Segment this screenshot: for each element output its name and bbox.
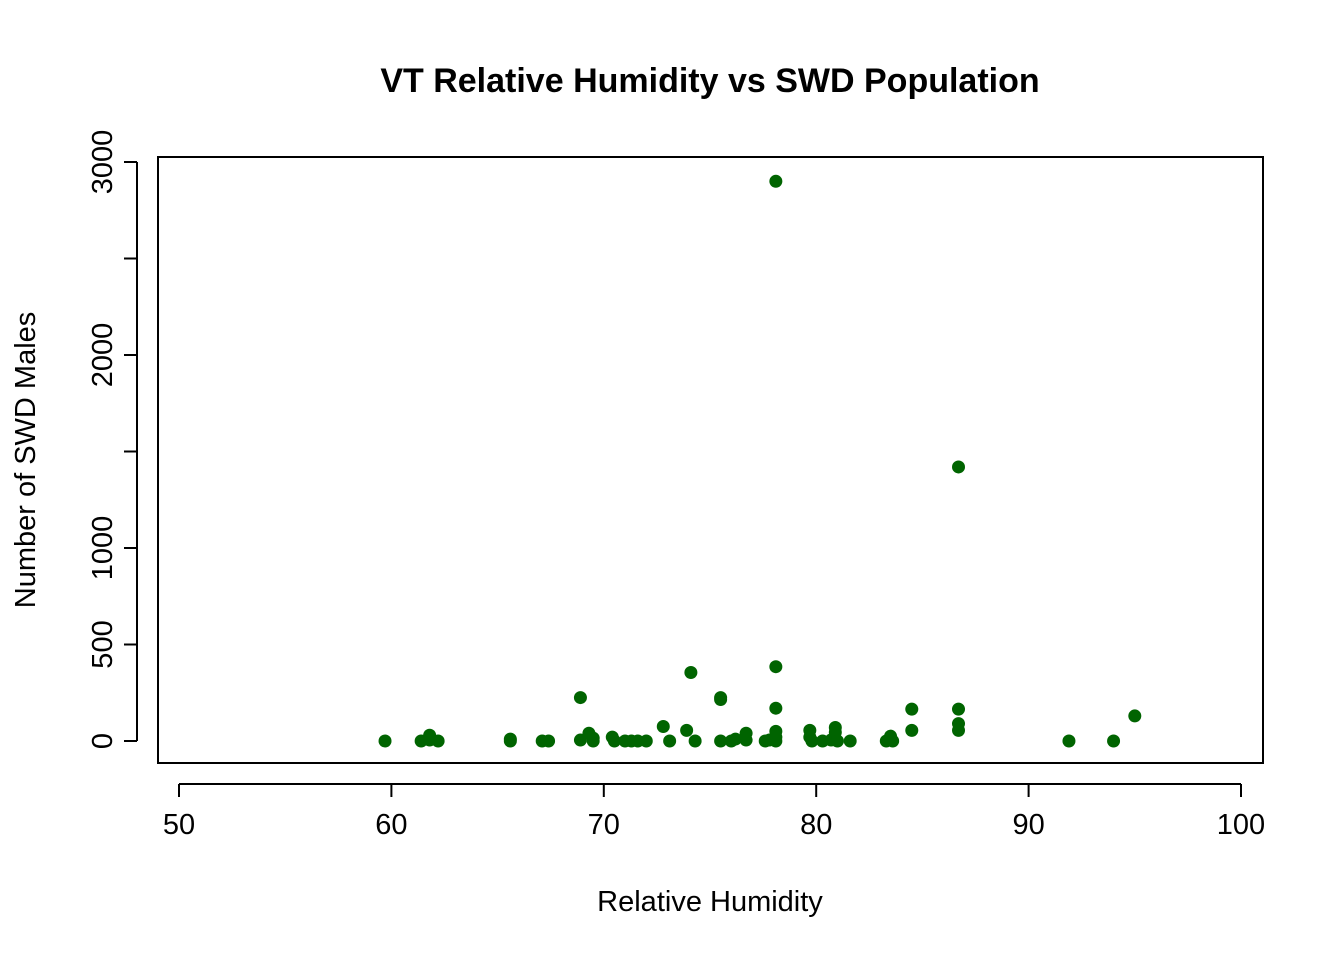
y-tick-label: 500 [87, 620, 119, 668]
data-point [714, 691, 728, 705]
data-point [1107, 734, 1121, 748]
data-point [656, 720, 670, 734]
plot-frame [157, 156, 1264, 764]
data-point [607, 734, 621, 748]
y-axis-label: Number of SWD Males [10, 312, 42, 609]
data-point [769, 734, 783, 748]
data-point [739, 733, 753, 747]
data-point [663, 734, 677, 748]
data-point [1062, 734, 1076, 748]
y-tick-label: 0 [87, 733, 119, 749]
data-point [905, 702, 919, 716]
data-point [952, 723, 966, 737]
y-axis: 0 500 1000 2000 3000 [87, 130, 138, 749]
x-axis-label: Relative Humidity [597, 886, 823, 918]
y-tick-label: 1000 [87, 516, 119, 581]
x-tick-label: 90 [1012, 809, 1044, 841]
data-point [769, 660, 783, 674]
chart-title: VT Relative Humidity vs SWD Population [380, 62, 1039, 100]
x-tick-label: 50 [163, 809, 195, 841]
data-point [1128, 709, 1142, 723]
data-point [542, 734, 556, 748]
data-point [684, 665, 698, 679]
data-point [680, 723, 694, 737]
x-tick-label: 70 [588, 809, 620, 841]
x-tick-label: 100 [1217, 809, 1265, 841]
x-tick-label: 80 [800, 809, 832, 841]
x-axis: 50 60 70 80 90 100 [163, 783, 1265, 841]
data-point [688, 734, 702, 748]
data-point [886, 734, 900, 748]
data-point [769, 174, 783, 188]
data-point [952, 460, 966, 474]
data-point [639, 734, 653, 748]
data-point [431, 734, 445, 748]
data-point [573, 691, 587, 705]
data-point [805, 734, 819, 748]
data-point [843, 734, 857, 748]
y-tick-label: 2000 [87, 323, 119, 388]
data-point [503, 734, 517, 748]
data-point [586, 731, 600, 745]
x-tick-label: 60 [375, 809, 407, 841]
data-point [830, 734, 844, 748]
data-points [378, 174, 1142, 748]
data-point [905, 723, 919, 737]
y-tick-label: 3000 [87, 130, 119, 195]
data-point [714, 734, 728, 748]
data-point [952, 702, 966, 716]
data-point [378, 734, 392, 748]
data-point [769, 701, 783, 715]
data-point [728, 732, 742, 746]
